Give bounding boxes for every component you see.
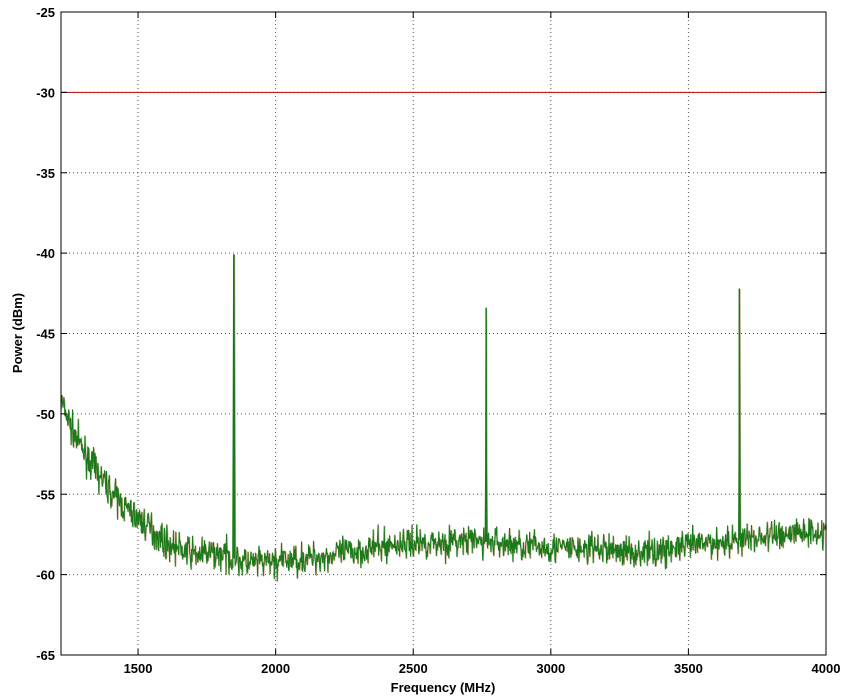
y-tick-label: -25 bbox=[36, 5, 55, 20]
x-tick-label: 3000 bbox=[536, 661, 565, 676]
y-axis-label: Power (dBm) bbox=[10, 293, 25, 373]
y-tick-label: -60 bbox=[36, 568, 55, 583]
y-tick-label: -50 bbox=[36, 407, 55, 422]
spectrum-line bbox=[60, 254, 827, 582]
x-axis-ticks: 1500 2000 2500 3000 3500 4000 bbox=[124, 12, 841, 676]
y-tick-label: -30 bbox=[36, 85, 55, 100]
x-tick-label: 3500 bbox=[674, 661, 703, 676]
y-tick-label: -45 bbox=[36, 327, 55, 342]
x-axis-label: Frequency (MHz) bbox=[391, 680, 496, 695]
y-axis-ticks: -25 -30 -35 -40 -45 -50 -55 -60 -65 bbox=[36, 5, 826, 663]
x-tick-label: 1500 bbox=[124, 661, 153, 676]
x-tick-label: 4000 bbox=[812, 661, 841, 676]
y-tick-label: -35 bbox=[36, 166, 55, 181]
x-tick-label: 2500 bbox=[399, 661, 428, 676]
y-tick-label: -65 bbox=[36, 648, 55, 663]
y-tick-label: -55 bbox=[36, 487, 55, 502]
y-tick-label: -40 bbox=[36, 246, 55, 261]
trace-group bbox=[60, 254, 828, 582]
x-tick-label: 2000 bbox=[261, 661, 290, 676]
